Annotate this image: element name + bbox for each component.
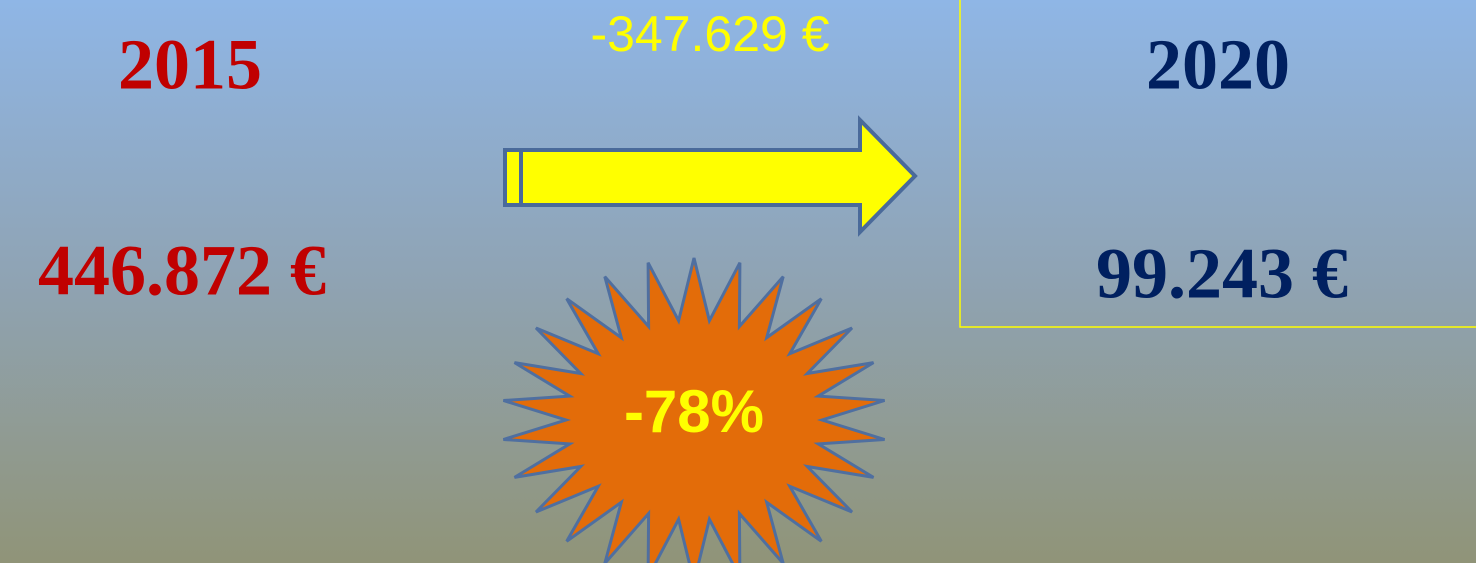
left-amount: 446.872 € (38, 231, 326, 311)
left-year: 2015 (118, 25, 262, 105)
arrow (503, 115, 918, 237)
arrow-notch (503, 148, 523, 207)
change-amount: -347.629 € (590, 6, 829, 62)
change-percent: -78% (624, 378, 764, 445)
result-box (959, 0, 1476, 328)
right-amount: 99.243 € (1096, 234, 1348, 314)
starburst (502, 257, 886, 563)
arrow-shape (503, 115, 918, 237)
right-year: 2020 (1146, 25, 1290, 105)
